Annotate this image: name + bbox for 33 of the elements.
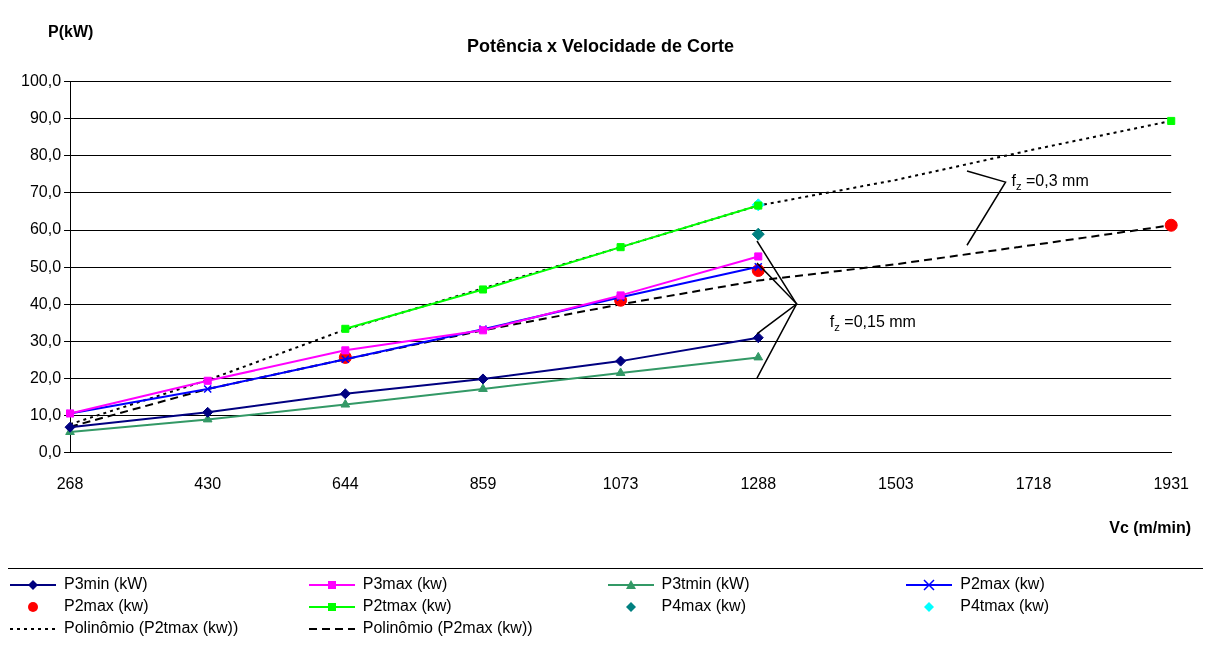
legend-label: P2max (kw)	[960, 575, 1045, 592]
x-tick-label: 430	[194, 474, 222, 492]
x-axis-title: Vc (m/min)	[1109, 518, 1191, 536]
x-tick-label: 268	[56, 474, 84, 492]
legend-label: P4max (kw)	[661, 597, 746, 614]
legend-label: P4tmax (kw)	[960, 597, 1050, 614]
x-tick-label: 1503	[878, 474, 914, 492]
y-tick-label: 40,0	[29, 294, 62, 312]
y-tick-label: 100,0	[20, 72, 62, 90]
x-tick-label: 1073	[602, 474, 639, 492]
legend-label: P3tmin (kW)	[661, 575, 750, 592]
x-tick-label: 859	[469, 474, 497, 492]
y-tick-label: 0,0	[38, 443, 62, 461]
y-tick-label: 70,0	[29, 183, 62, 201]
x-tick-label: 644	[331, 474, 359, 492]
legend-label: Polinômio (P2max (kw))	[362, 619, 533, 636]
x-tick-label: 1718	[1015, 474, 1052, 492]
y-tick-label: 20,0	[29, 368, 62, 386]
legend-label: P2max (kw)	[64, 597, 149, 614]
y-axis-title: P(kW)	[48, 22, 94, 40]
x-tick-label: 1931	[1153, 474, 1190, 492]
y-tick-label: 50,0	[29, 257, 62, 275]
y-tick-label: 60,0	[29, 220, 62, 238]
legend-label: P2tmax (kw)	[362, 597, 452, 614]
y-tick-label: 30,0	[29, 331, 62, 349]
legend-label: Polinômio (P2tmax (kw))	[64, 619, 239, 636]
y-tick-label: 90,0	[29, 109, 62, 127]
chart-title: Potência x Velocidade de Corte	[466, 35, 735, 56]
x-tick-label: 1288	[740, 474, 777, 492]
y-tick-label: 10,0	[29, 406, 62, 424]
legend-label: P3max (kw)	[362, 575, 448, 592]
legend-label: P3min (kW)	[64, 575, 148, 592]
y-tick-label: 80,0	[29, 146, 62, 164]
